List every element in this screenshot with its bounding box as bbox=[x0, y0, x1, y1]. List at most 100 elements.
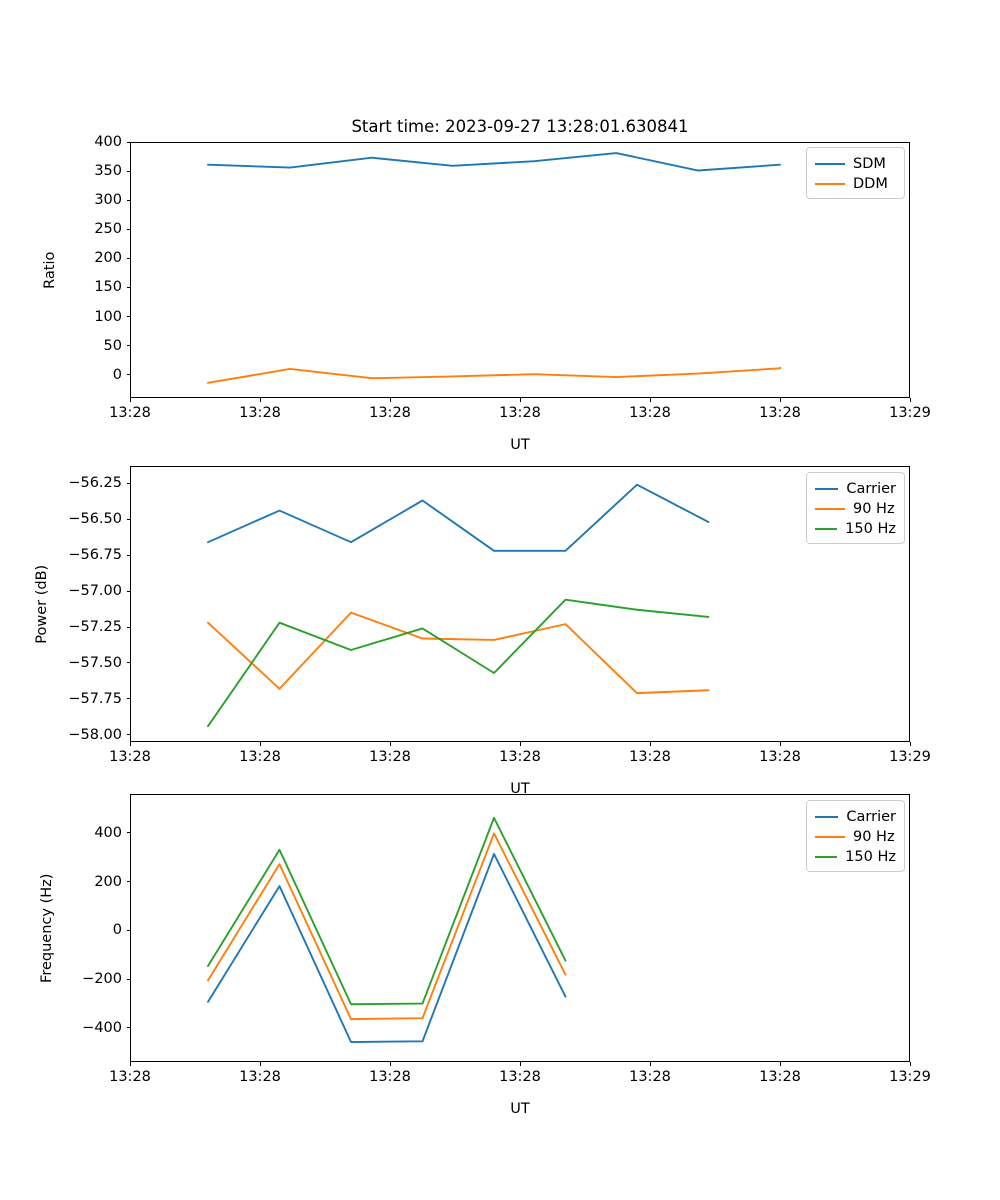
y-tick-label: −57.50 bbox=[68, 654, 122, 671]
legend-color-swatch bbox=[815, 183, 845, 185]
x-tick-label: 13:28 bbox=[499, 405, 541, 421]
legend-item[interactable]: 90 Hz bbox=[815, 827, 896, 847]
legend-color-swatch bbox=[815, 836, 845, 838]
y-tick-mark bbox=[126, 286, 130, 288]
x-tick-mark bbox=[259, 1062, 261, 1066]
y-tick-mark bbox=[126, 199, 130, 201]
legend-label: 90 Hz bbox=[853, 828, 895, 845]
y-tick-label: 400 bbox=[94, 133, 122, 150]
x-tick-label: 13:28 bbox=[759, 749, 801, 765]
y-tick-mark bbox=[126, 345, 130, 347]
y-tick-label: 250 bbox=[94, 221, 122, 238]
x-tick-label: 13:28 bbox=[499, 1069, 541, 1085]
x-tick-label: 13:29 bbox=[889, 405, 931, 421]
x-axis-label-frequency: UT bbox=[510, 1101, 530, 1117]
x-tick-mark bbox=[129, 742, 131, 746]
y-tick-mark bbox=[126, 734, 130, 736]
axes-frame-power bbox=[130, 466, 910, 742]
y-tick-mark bbox=[126, 929, 130, 931]
x-tick-mark bbox=[519, 742, 521, 746]
legend-item[interactable]: DDM bbox=[815, 174, 896, 194]
x-tick-label: 13:28 bbox=[109, 749, 151, 765]
y-tick-label: 150 bbox=[94, 279, 122, 296]
legend-item[interactable]: 90 Hz bbox=[815, 499, 896, 519]
series-line bbox=[207, 611, 710, 695]
y-tick-label: −400 bbox=[82, 1019, 122, 1036]
x-tick-label: 13:29 bbox=[889, 749, 931, 765]
legend-color-swatch bbox=[815, 816, 839, 818]
x-tick-mark bbox=[519, 1062, 521, 1066]
y-tick-mark bbox=[126, 590, 130, 592]
y-tick-mark bbox=[126, 698, 130, 700]
y-tick-label: 200 bbox=[94, 873, 122, 890]
series-line bbox=[207, 832, 567, 1021]
axes-frame-ratio bbox=[130, 142, 910, 398]
x-tick-label: 13:28 bbox=[759, 405, 801, 421]
x-tick-mark bbox=[779, 1062, 781, 1066]
plot-area-ratio bbox=[207, 152, 781, 384]
legend-item[interactable]: Carrier bbox=[815, 807, 896, 827]
y-tick-label: 400 bbox=[94, 824, 122, 841]
y-tick-mark bbox=[126, 978, 130, 980]
y-tick-label: 0 bbox=[112, 922, 122, 939]
x-tick-label: 13:28 bbox=[759, 1069, 801, 1085]
y-tick-mark bbox=[126, 554, 130, 556]
legend-color-swatch bbox=[815, 856, 838, 858]
legend-frequency[interactable]: Carrier 90 Hz 150 Hz bbox=[806, 800, 905, 872]
x-tick-label: 13:29 bbox=[889, 1069, 931, 1085]
x-tick-mark bbox=[779, 398, 781, 402]
x-tick-mark bbox=[129, 1062, 131, 1066]
chart-title: Start time: 2023-09-27 13:28:01.630841 bbox=[351, 117, 689, 136]
x-axis-label-power: UT bbox=[510, 781, 530, 797]
x-tick-mark bbox=[909, 1062, 911, 1066]
series-line bbox=[207, 816, 567, 1006]
x-axis-label-ratio: UT bbox=[510, 437, 530, 453]
x-tick-label: 13:28 bbox=[239, 749, 281, 765]
series-line bbox=[207, 598, 710, 728]
legend-label: 150 Hz bbox=[845, 848, 896, 865]
legend-label: Carrier bbox=[846, 480, 896, 497]
series-line bbox=[207, 366, 781, 384]
y-tick-mark bbox=[126, 257, 130, 259]
legend-item[interactable]: SDM bbox=[815, 154, 896, 174]
y-tick-label: 350 bbox=[94, 162, 122, 179]
series-line bbox=[207, 483, 710, 552]
x-tick-label: 13:28 bbox=[109, 1069, 151, 1085]
legend-label: 90 Hz bbox=[853, 500, 895, 517]
x-tick-mark bbox=[649, 398, 651, 402]
y-tick-mark bbox=[126, 482, 130, 484]
y-tick-label: −56.50 bbox=[68, 510, 122, 527]
y-tick-label: −57.00 bbox=[68, 582, 122, 599]
series-line bbox=[207, 152, 781, 172]
x-tick-label: 13:28 bbox=[499, 749, 541, 765]
axes-frame-frequency bbox=[130, 794, 910, 1062]
y-tick-label: 50 bbox=[103, 337, 122, 354]
x-tick-label: 13:28 bbox=[629, 1069, 671, 1085]
x-tick-mark bbox=[259, 398, 261, 402]
legend-item[interactable]: 150 Hz bbox=[815, 847, 896, 867]
legend-item[interactable]: Carrier bbox=[815, 479, 896, 499]
x-tick-mark bbox=[389, 398, 391, 402]
y-tick-label: 200 bbox=[94, 250, 122, 267]
legend-power[interactable]: Carrier 90 Hz 150 Hz bbox=[806, 472, 905, 544]
y-tick-label: 300 bbox=[94, 191, 122, 208]
y-tick-label: −58.00 bbox=[68, 726, 122, 743]
legend-ratio[interactable]: SDM DDM bbox=[806, 147, 905, 199]
legend-color-swatch bbox=[815, 163, 845, 165]
series-line bbox=[207, 852, 567, 1043]
x-tick-mark bbox=[649, 742, 651, 746]
x-tick-label: 13:28 bbox=[369, 749, 411, 765]
x-tick-label: 13:28 bbox=[629, 749, 671, 765]
legend-label: DDM bbox=[853, 175, 888, 192]
legend-item[interactable]: 150 Hz bbox=[815, 519, 896, 539]
x-tick-mark bbox=[909, 398, 911, 402]
y-tick-label: 100 bbox=[94, 308, 122, 325]
x-tick-mark bbox=[519, 398, 521, 402]
y-tick-mark bbox=[126, 374, 130, 376]
y-tick-mark bbox=[126, 518, 130, 520]
